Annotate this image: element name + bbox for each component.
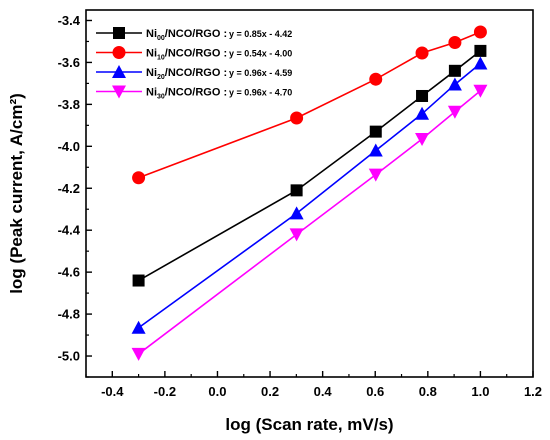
legend-equation: y = 0.85x - 4.42	[229, 29, 292, 39]
x-axis: -0.4 -0.2 0.0 0.2 0.4 0.6 0.8 1.0 1.2	[85, 371, 542, 399]
series-ni10	[132, 25, 487, 185]
data-point	[131, 347, 146, 361]
data-point	[415, 46, 429, 60]
y-tick-label: -4.4	[58, 223, 81, 238]
legend-marker	[113, 27, 125, 39]
data-point	[448, 36, 462, 50]
series-line	[138, 62, 481, 329]
y-tick-label: -5.0	[58, 349, 80, 364]
legend-equation: y = 0.54x - 4.00	[229, 49, 292, 59]
series-ni30	[131, 84, 488, 361]
series-ni20	[131, 56, 488, 334]
legend-marker	[112, 46, 126, 59]
data-point	[290, 111, 304, 125]
x-tick-label: 1.0	[471, 384, 489, 399]
x-tick-label: 0.0	[208, 384, 226, 399]
data-point	[415, 132, 430, 146]
x-tick-label: -0.4	[101, 384, 124, 399]
x-tick-label: 1.2	[524, 384, 542, 399]
x-tick-label: 0.4	[314, 384, 333, 399]
data-point	[447, 105, 462, 119]
data-point	[474, 44, 487, 57]
legend-item: Ni00/NCO/RGO :y = 0.85x - 4.42	[96, 27, 292, 42]
data-point	[473, 56, 488, 70]
y-tick-label: -4.8	[58, 307, 80, 322]
legend-label: Ni30/NCO/RGO :	[146, 87, 227, 101]
plot-frame	[85, 9, 534, 378]
y-tick-label: -4.0	[58, 139, 80, 154]
legend-item: Ni20/NCO/RGO :y = 0.96x - 4.59	[96, 65, 292, 81]
y-tick-label: -3.8	[58, 97, 80, 112]
y-tick-label: -4.2	[58, 181, 80, 196]
legend: Ni00/NCO/RGO :y = 0.85x - 4.42Ni10/NCO/R…	[96, 27, 292, 101]
x-tick-label: 0.2	[261, 384, 279, 399]
plot-border	[85, 9, 534, 378]
legend-item: Ni10/NCO/RGO :y = 0.54x - 4.00	[96, 46, 292, 62]
data-point	[415, 106, 430, 120]
data-point	[289, 206, 304, 220]
y-tick-label: -3.4	[58, 13, 81, 28]
series-line	[138, 50, 481, 282]
data-point	[132, 274, 145, 287]
legend-item: Ni30/NCO/RGO :y = 0.96x - 4.70	[96, 85, 292, 101]
legend-equation: y = 0.96x - 4.59	[229, 68, 292, 78]
legend-equation: y = 0.96x - 4.70	[229, 88, 292, 98]
data-point	[447, 77, 462, 91]
y-tick-label: -4.6	[58, 265, 80, 280]
legend-label: Ni00/NCO/RGO :	[146, 28, 227, 42]
data-point	[290, 184, 303, 197]
legend-label: Ni20/NCO/RGO :	[146, 67, 227, 81]
data-point	[132, 171, 146, 185]
x-tick-label: -0.2	[154, 384, 176, 399]
data-point	[289, 228, 304, 242]
data-point	[369, 125, 382, 138]
data-point	[131, 320, 146, 334]
x-tick-label: 0.8	[419, 384, 437, 399]
data-point	[416, 89, 429, 102]
y-tick-label: -3.6	[58, 55, 80, 70]
data-point	[368, 143, 383, 157]
legend-marker	[112, 65, 126, 78]
data-point	[473, 25, 487, 39]
x-axis-title: log (Scan rate, mV/s)	[225, 415, 393, 434]
series-layer	[131, 25, 488, 361]
x-tick-label: 0.6	[366, 384, 384, 399]
data-point	[368, 168, 383, 182]
data-point	[473, 84, 488, 98]
legend-label: Ni10/NCO/RGO :	[146, 48, 227, 62]
series-line	[138, 90, 481, 355]
data-point	[369, 72, 383, 86]
data-point	[448, 64, 461, 77]
legend-marker	[112, 85, 126, 99]
y-axis: -3.4 -3.6 -3.8 -4.0 -4.2 -4.4 -4.6 -4.8 -5.0	[58, 13, 92, 378]
series-ni00	[132, 44, 487, 287]
y-axis-title: log (Peak current, A/cm²)	[7, 93, 26, 294]
